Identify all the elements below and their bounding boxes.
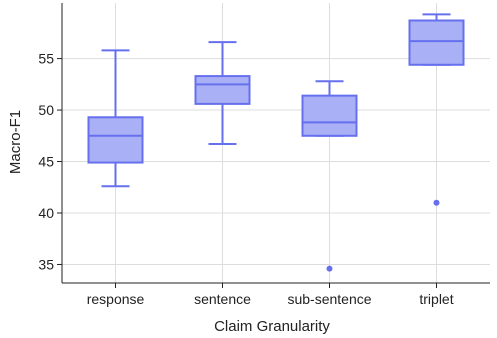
iqr-box bbox=[301, 94, 358, 137]
outlier-point bbox=[326, 265, 333, 272]
x-tick-label: response bbox=[87, 291, 145, 307]
box-sub-sentence bbox=[301, 80, 358, 272]
box-response bbox=[87, 49, 144, 188]
iqr-box bbox=[87, 116, 144, 164]
iqr-box bbox=[194, 75, 251, 105]
y-tick-label: 55 bbox=[38, 51, 54, 67]
y-tick-label: 40 bbox=[38, 205, 54, 221]
axes bbox=[57, 3, 490, 288]
x-tick-label: sub-sentence bbox=[287, 291, 371, 307]
box-triplet bbox=[408, 13, 465, 206]
x-axis-title: Claim Granularity bbox=[214, 318, 330, 335]
y-tick-label: 50 bbox=[38, 102, 54, 118]
y-tick-label: 45 bbox=[38, 154, 54, 170]
boxes bbox=[87, 13, 465, 272]
x-tick-label: sentence bbox=[194, 291, 251, 307]
x-tick-label: triplet bbox=[419, 291, 453, 307]
y-tick-label: 35 bbox=[38, 256, 54, 272]
iqr-box bbox=[408, 19, 465, 66]
tick-labels: 35 40 45 50 55 response sentence sub-sentence tr… bbox=[38, 51, 453, 307]
outlier-point bbox=[433, 199, 440, 206]
box-sentence bbox=[194, 41, 251, 146]
y-axis-title: Macro-F1 bbox=[7, 110, 24, 174]
